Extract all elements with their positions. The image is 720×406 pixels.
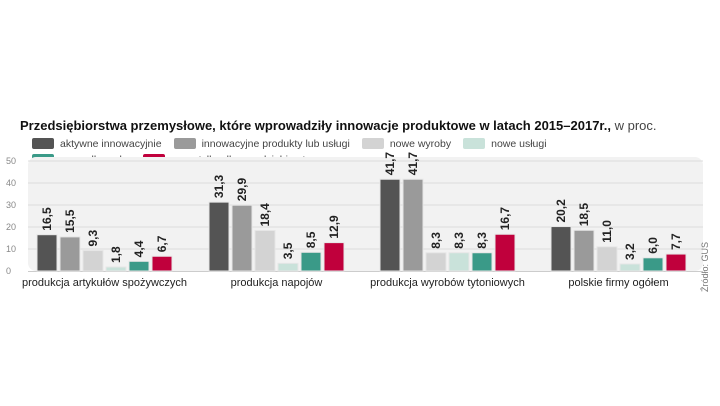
legend-label: aktywne innowacyjnie xyxy=(60,137,162,150)
value-label: 15,5 xyxy=(63,209,77,233)
legend-swatch xyxy=(32,138,54,149)
bar xyxy=(448,252,470,272)
legend-label: nowe usługi xyxy=(491,137,547,150)
bar xyxy=(494,233,516,272)
value-label: 18,5 xyxy=(577,203,591,227)
category-label: produkcja wyrobów tytoniowych xyxy=(370,277,525,289)
value-label: 12,9 xyxy=(327,215,341,239)
value-label: 3,5 xyxy=(281,242,295,259)
bar xyxy=(36,234,58,272)
value-label: 1,8 xyxy=(109,246,123,263)
bar xyxy=(82,250,104,272)
value-label: 8,3 xyxy=(475,232,489,249)
legend-item: nowe wyroby xyxy=(361,136,452,151)
value-label: 3,2 xyxy=(623,243,637,260)
category-label: polskie firmy ogółem xyxy=(568,277,668,289)
value-label: 29,9 xyxy=(235,178,249,202)
bar xyxy=(425,252,447,272)
value-label: 8,3 xyxy=(452,232,466,249)
bar xyxy=(619,263,641,272)
value-label: 41,7 xyxy=(383,152,397,176)
y-tick-label: 50 xyxy=(6,156,16,166)
bar xyxy=(254,230,276,272)
value-label: 7,7 xyxy=(669,233,683,250)
value-label: 41,7 xyxy=(406,152,420,176)
y-tick-label: 0 xyxy=(6,266,11,276)
title-text: Przedsiębiorstwa przemysłowe, które wpro… xyxy=(20,118,611,133)
legend-item: innowacyjne produkty lub usługi xyxy=(173,136,350,151)
bar xyxy=(277,262,299,272)
legend-swatch xyxy=(361,138,384,149)
y-tick-label: 20 xyxy=(6,222,16,232)
value-label: 6,7 xyxy=(155,235,169,252)
legend-label: innowacyjne produkty lub usługi xyxy=(201,137,350,150)
category-label: produkcja napojów xyxy=(231,277,323,289)
value-label: 18,4 xyxy=(258,203,272,227)
unit-text: w proc. xyxy=(614,118,657,133)
chart-title: Przedsiębiorstwa przemysłowe, które wpro… xyxy=(20,118,657,133)
value-label: 9,3 xyxy=(86,230,100,247)
y-tick-label: 30 xyxy=(6,200,16,210)
bar xyxy=(402,178,424,272)
legend-swatch xyxy=(463,138,486,149)
bar xyxy=(300,251,322,272)
bar xyxy=(208,201,230,272)
bar xyxy=(642,257,664,272)
legend-swatch xyxy=(173,138,196,149)
category-label: produkcja artykułów spożywczych xyxy=(22,277,187,289)
y-tick-label: 40 xyxy=(6,178,16,188)
y-tick-label: 10 xyxy=(6,244,16,254)
value-label: 31,3 xyxy=(212,174,226,198)
bar xyxy=(231,204,253,272)
source-note: Źródło: GUS xyxy=(700,241,710,292)
bar xyxy=(573,229,595,272)
legend-item: aktywne innowacyjnie xyxy=(32,136,162,151)
value-label: 16,7 xyxy=(498,207,512,231)
plot-background xyxy=(28,157,703,271)
value-label: 11,0 xyxy=(600,220,614,243)
value-label: 4,4 xyxy=(132,240,146,257)
legend-label: nowe wyroby xyxy=(389,137,452,150)
bar xyxy=(59,236,81,272)
bar xyxy=(379,178,401,272)
value-label: 16,5 xyxy=(40,207,54,231)
bar xyxy=(105,266,127,272)
bar xyxy=(665,253,687,272)
value-label: 6,0 xyxy=(646,237,660,254)
legend-item: nowe usługi xyxy=(463,136,547,151)
bar xyxy=(151,255,173,272)
bar xyxy=(323,242,345,272)
value-label: 20,2 xyxy=(554,199,568,223)
bar xyxy=(471,252,493,272)
value-label: 8,5 xyxy=(304,231,318,248)
bar xyxy=(128,260,150,272)
bar xyxy=(550,226,572,272)
value-label: 8,3 xyxy=(429,232,443,249)
bar xyxy=(596,246,618,272)
